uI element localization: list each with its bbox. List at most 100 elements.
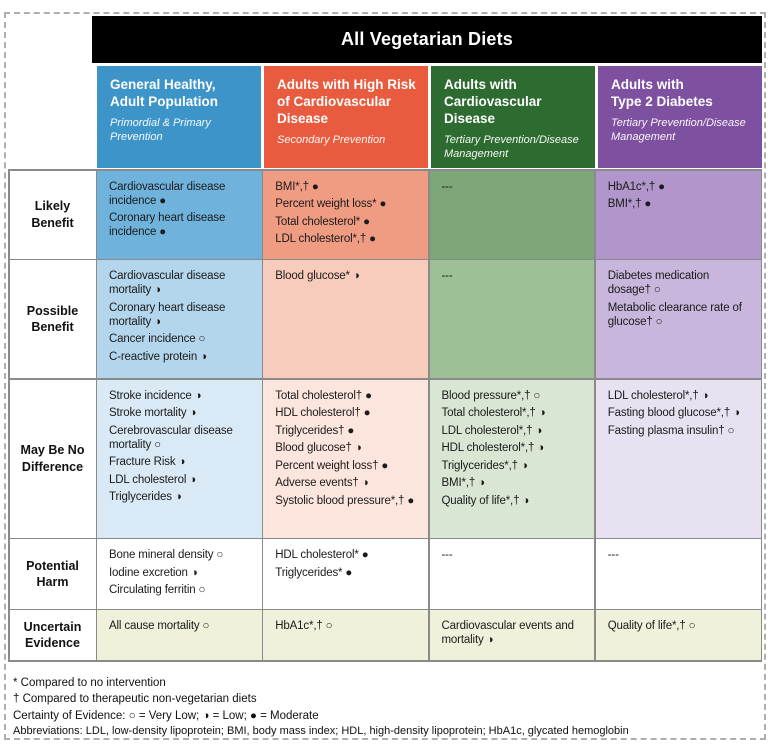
column-title: Adults with High Risk of Cardiovascular Di…	[277, 76, 420, 127]
outcome-item: Triglycerides† ●	[275, 424, 355, 437]
outcome-item: Total cholesterol*,† ◑	[441, 407, 546, 420]
column-title: Adults with Type 2 Diabetes	[611, 76, 754, 110]
corner-spacer	[8, 66, 94, 168]
outcome-item: Total cholesterol* ●	[275, 215, 370, 228]
column-title-line: Adult Population	[110, 94, 218, 109]
column-title-line: Adults with High Risk	[277, 77, 416, 92]
outcome-item: Percent weight loss* ●	[275, 198, 387, 211]
outcome-item: Quality of life*,† ○	[607, 620, 696, 633]
evidence-cell: Total cholesterol† ● HDL cholesterol† ● Tr…	[263, 379, 428, 538]
column-title-line: Adults with	[611, 77, 684, 92]
evidence-cell: ---	[595, 539, 761, 609]
outcome-item: Circulating ferritin ○	[109, 584, 206, 597]
no-data-marker: ---	[441, 549, 453, 561]
column-title-line: Type 2 Diabetes	[611, 94, 713, 109]
column-header-adults-high-risk-cardiovascular-disease: Adults with High Risk of Cardiovascular Di…	[264, 66, 428, 168]
column-header-adults-with-type-2-diabetes: Adults with Type 2 Diabetes Tertiary Preve…	[598, 66, 762, 168]
outcome-item: Bone mineral density ○	[109, 549, 224, 561]
evidence-cell: Quality of life*,† ○	[595, 610, 761, 661]
evidence-cell: HbA1c*,† ○	[263, 610, 428, 661]
evidence-cell: HDL cholesterol* ● Triglycerides* ●	[263, 539, 428, 609]
outcome-item: Coronary heart disease incidence ●	[109, 212, 226, 239]
outcome-item: LDL cholesterol*,† ◑	[607, 389, 709, 402]
row-label: Potential Harm	[9, 539, 96, 609]
outcome-item: HbA1c*,† ●	[607, 180, 665, 193]
outcome-item: Adverse events† ◑	[275, 477, 369, 490]
row-label: Uncertain Evidence	[9, 610, 96, 661]
outcome-item: Blood pressure*,† ○	[441, 389, 541, 402]
column-header-adults-with-cardiovascular-disease: Adults with Cardiovascular Disease Tertiary…	[431, 66, 595, 168]
evidence-cell: Cardiovascular disease incidence ● Corona…	[97, 170, 262, 259]
outcome-item: BMI*,† ●	[275, 180, 319, 193]
no-data-marker: ---	[607, 549, 619, 561]
outcome-item: BMI*,† ◑	[441, 477, 486, 490]
evidence-cell: BMI*,† ● Percent weight loss* ● Total chol…	[263, 170, 428, 259]
outcome-item: HbA1c*,† ○	[275, 620, 333, 633]
evidence-cell: ---	[429, 260, 595, 378]
column-title-line: General Healthy,	[110, 77, 216, 92]
evidence-cell: Blood pressure*,† ○ Total cholesterol*,† …	[429, 379, 595, 538]
evidence-grid: Likely Benefit Cardiovascular disease inc…	[8, 169, 762, 662]
outcome-item: Stroke mortality ◑	[109, 407, 197, 420]
evidence-cell: LDL cholesterol*,† ◑ Fasting blood glucos…	[595, 379, 761, 538]
column-subtitle: Secondary Prevention	[277, 134, 386, 146]
footnote-line: † Compared to therapeutic non-vegetarian…	[13, 693, 257, 706]
outcome-item: Systolic blood pressure*,† ●	[275, 494, 415, 507]
outcome-item: Cardiovascular disease incidence ●	[109, 180, 226, 207]
no-data-marker: ---	[441, 180, 453, 193]
evidence-cell: Cardiovascular disease mortality ◑ Corona…	[97, 260, 262, 378]
outcome-item: Cardiovascular events and mortality ◑	[441, 620, 575, 647]
outcome-item: LDL cholesterol*,† ●	[275, 233, 376, 246]
column-title-line: Disease	[277, 111, 329, 126]
column-title-line: of Cardiovascular	[277, 94, 392, 109]
outcome-item: Percent weight loss† ●	[275, 459, 389, 472]
evidence-cell: Bone mineral density ○ Iodine excretion ◑…	[97, 539, 262, 609]
outcome-item: Triglycerides*,† ◑	[441, 459, 528, 472]
outcome-item: Stroke incidence ◑	[109, 389, 202, 402]
column-title-line: Disease	[444, 111, 496, 126]
outcome-item: Cerebrovascular disease mortality ○	[109, 424, 233, 451]
column-title-line: Cardiovascular	[444, 94, 542, 109]
outcome-item: Cancer incidence ○	[109, 333, 206, 346]
outcome-item: C-reactive protein ◑	[109, 350, 207, 363]
figure-title: All Vegetarian Diets	[340, 29, 514, 49]
column-title-line: Adults with	[444, 77, 517, 92]
evidence-cell: HbA1c*,† ● BMI*,† ●	[595, 170, 761, 259]
column-subtitle: Tertiary Prevention/Disease Management	[444, 134, 579, 160]
footnote-line: Certainty of Evidence: ○ = Very Low; ◑ =…	[13, 709, 319, 722]
evidence-table-figure: All Vegetarian Diets General Healthy, Adu…	[4, 12, 766, 740]
outcome-item: Quality of life*,† ◑	[441, 494, 530, 507]
outcome-item: Fasting plasma insulin† ○	[607, 424, 735, 437]
evidence-cell: All cause mortality ○	[97, 610, 262, 661]
outcome-item: HDL cholesterol*,† ◑	[441, 442, 545, 455]
outcome-item: HDL cholesterol† ●	[275, 407, 371, 420]
outcome-item: HDL cholesterol* ●	[275, 549, 369, 561]
column-header-row: General Healthy, Adult Population Primordi…	[8, 66, 762, 168]
footnote-line: * Compared to no intervention	[13, 676, 166, 689]
evidence-cell: ---	[429, 539, 595, 609]
outcome-item: Metabolic clearance rate of glucose† ○	[607, 301, 742, 328]
outcome-item: Blood glucose* ◑	[275, 270, 360, 282]
evidence-cell: ---	[429, 170, 595, 259]
column-subtitle: Primordial & Primary Prevention	[110, 117, 211, 143]
outcome-item: LDL cholesterol ◑	[109, 473, 197, 486]
outcome-item: BMI*,† ●	[607, 198, 652, 211]
outcome-item: Triglycerides ◑	[109, 491, 182, 504]
outcome-item: Fracture Risk ◑	[109, 456, 186, 469]
row-label: Likely Benefit	[9, 170, 96, 259]
outcome-item: Blood glucose† ◑	[275, 442, 362, 455]
outcome-item: Fasting blood glucose*,† ◑	[607, 407, 740, 420]
evidence-cell: Stroke incidence ◑ Stroke mortality ◑ Cere…	[97, 379, 262, 538]
row-label: May Be No Difference	[9, 379, 96, 538]
figure-title-bar: All Vegetarian Diets	[92, 16, 762, 63]
outcome-item: All cause mortality ○	[109, 620, 210, 633]
outcome-item: Total cholesterol† ●	[275, 389, 372, 402]
outcome-item: Coronary heart disease mortality ◑	[109, 301, 226, 328]
footnotes-section: * Compared to no intervention † Compared …	[8, 662, 762, 738]
no-data-marker: ---	[441, 270, 453, 282]
outcome-item: LDL cholesterol*,† ◑	[441, 424, 543, 437]
outcome-item: Cardiovascular disease mortality ◑	[109, 270, 226, 297]
row-label: Possible Benefit	[9, 260, 96, 378]
outcome-item: Iodine excretion ◑	[109, 566, 198, 579]
column-title: General Healthy, Adult Population	[110, 76, 253, 110]
